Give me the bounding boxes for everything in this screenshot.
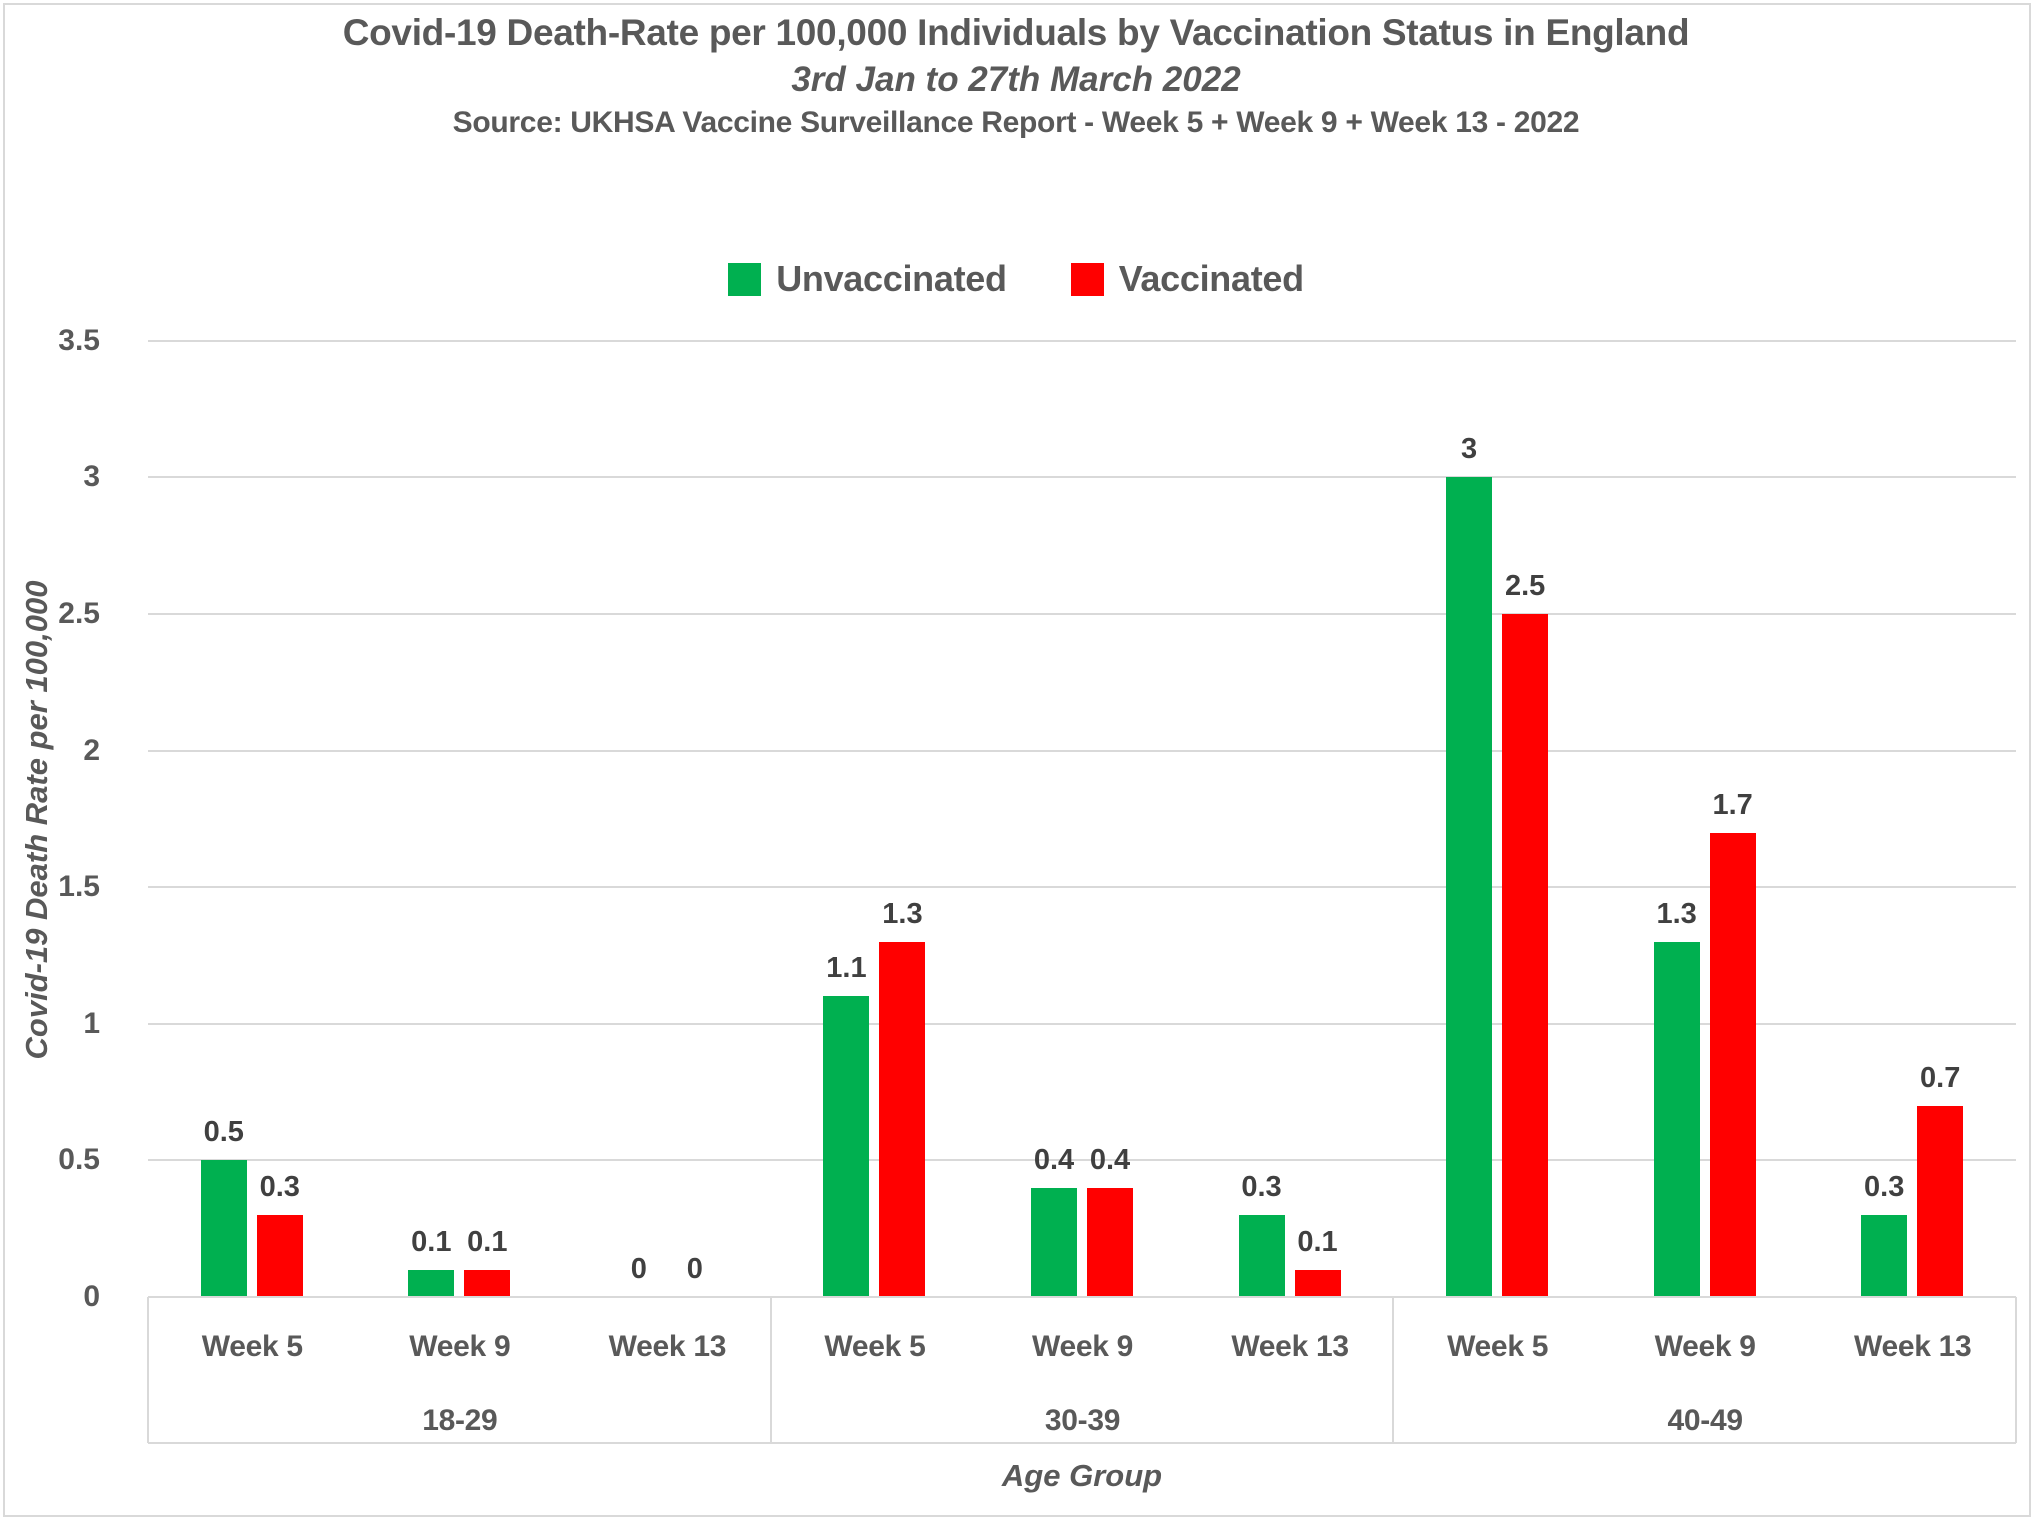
gridline-3 [148, 476, 2016, 479]
y-tick-label-1.5: 1.5 [58, 870, 100, 904]
y-tick-label-3: 3 [83, 460, 100, 494]
bar-unvaccinated-30-39-week5[interactable] [823, 996, 870, 1297]
week-tick-label: Week 5 [1447, 1330, 1549, 1363]
age-group-tick-label: 18-29 [422, 1404, 498, 1437]
bar-unvaccinated-18-29-week9[interactable] [408, 1269, 455, 1297]
chart-title: Covid-19 Death-Rate per 100,000 Individu… [342, 12, 1690, 53]
data-label-unvaccinated-40-49-week13: 0.3 [1864, 1171, 1905, 1204]
week-tick-label: Week 13 [1231, 1330, 1349, 1363]
bar-unvaccinated-30-39-week13[interactable] [1238, 1215, 1285, 1297]
gridline-2 [148, 749, 2016, 752]
age-group-tick-label: 30-39 [1044, 1404, 1121, 1437]
chart-source-note: Source: UKHSA Vaccine Surveillance Repor… [452, 106, 1580, 139]
bar-vaccinated-18-29-week9[interactable] [464, 1269, 511, 1297]
y-tick-label-2: 2 [83, 733, 100, 767]
bar-vaccinated-40-49-week9[interactable] [1709, 832, 1756, 1297]
data-label-unvaccinated-18-29-week13: 0 [630, 1253, 647, 1285]
bar-unvaccinated-40-49-week9[interactable] [1653, 941, 1700, 1297]
y-tick-label-0: 0 [83, 1280, 100, 1313]
x-axis-title: Age Group [1001, 1458, 1163, 1493]
bar-unvaccinated-40-49-week5[interactable] [1446, 477, 1493, 1297]
y-tick-label-2.5: 2.5 [58, 597, 100, 630]
week-tick-label: Week 9 [1031, 1330, 1134, 1363]
gridline-1 [148, 1022, 2016, 1025]
bar-unvaccinated-40-49-week13[interactable] [1861, 1215, 1908, 1297]
gridline-0.5 [148, 1159, 2016, 1162]
data-label-vaccinated-18-29-week5: 0.3 [259, 1171, 300, 1204]
week-tick-label: Week 13 [608, 1330, 727, 1363]
week-tick-label: Week 5 [824, 1330, 926, 1363]
data-label-vaccinated-18-29-week13: 0 [686, 1253, 703, 1285]
bar-vaccinated-18-29-week5[interactable] [256, 1215, 303, 1297]
bar-unvaccinated-18-29-week5[interactable] [200, 1160, 247, 1297]
bar-vaccinated-30-39-week9[interactable] [1087, 1187, 1133, 1297]
bar-vaccinated-40-49-week13[interactable] [1917, 1105, 1964, 1297]
data-label-vaccinated-40-49-week9: 1.7 [1712, 788, 1753, 821]
week-tick-label: Week 5 [201, 1330, 303, 1363]
week-tick-label: Week 9 [1654, 1330, 1756, 1363]
age-group-tick-label: 40-49 [1667, 1404, 1744, 1437]
legend-item-unvaccinated[interactable]: Unvaccinated [728, 258, 1007, 300]
data-label-unvaccinated-40-49-week5: 3 [1461, 433, 1478, 466]
legend: Unvaccinated Vaccinated [0, 258, 2032, 300]
data-label-vaccinated-30-39-week13: 0.1 [1297, 1225, 1338, 1258]
data-label-unvaccinated-18-29-week5: 0.5 [203, 1116, 244, 1149]
week-tick-label: Week 9 [409, 1330, 511, 1363]
category-separator-line [769, 1297, 772, 1443]
gridline-1.5 [148, 886, 2016, 889]
y-axis-title: Covid-19 Death Rate per 100,000 [19, 580, 54, 1060]
category-separator-line [1392, 1297, 1395, 1443]
y-tick-label-1: 1 [83, 1006, 100, 1040]
bar-vaccinated-30-39-week5[interactable] [879, 941, 926, 1297]
data-label-unvaccinated-30-39-week13: 0.3 [1241, 1171, 1282, 1204]
category-separator-line [2015, 1297, 2017, 1443]
data-label-vaccinated-30-39-week9: 0.4 [1089, 1143, 1131, 1176]
x-axis-line [148, 1296, 2016, 1298]
bar-vaccinated-30-39-week13[interactable] [1294, 1269, 1341, 1297]
category-separator-line [147, 1297, 149, 1443]
data-label-vaccinated-40-49-week5: 2.5 [1504, 570, 1546, 602]
y-tick-label-0.5: 0.5 [58, 1143, 100, 1177]
category-box-bottom-line [148, 1442, 2016, 1444]
vaccinated-swatch-icon [1070, 262, 1104, 296]
data-label-unvaccinated-18-29-week9: 0.1 [411, 1225, 452, 1258]
bar-unvaccinated-30-39-week9[interactable] [1031, 1187, 1077, 1297]
data-label-unvaccinated-30-39-week9: 0.4 [1033, 1143, 1075, 1176]
data-label-vaccinated-40-49-week13: 0.7 [1920, 1061, 1961, 1094]
week-tick-label: Week 13 [1854, 1330, 1972, 1363]
data-label-unvaccinated-40-49-week9: 1.3 [1656, 897, 1697, 930]
bar-vaccinated-40-49-week5[interactable] [1502, 614, 1549, 1297]
unvaccinated-swatch-icon [728, 262, 762, 296]
chart-subtitle: 3rd Jan to 27th March 2022 [791, 60, 1241, 99]
legend-item-vaccinated[interactable]: Vaccinated [1070, 258, 1304, 300]
data-label-unvaccinated-30-39-week5: 1.1 [826, 952, 867, 985]
y-tick-label-3.5: 3.5 [58, 323, 100, 357]
gridline-3.5 [148, 339, 2016, 342]
data-label-vaccinated-30-39-week5: 1.3 [882, 897, 923, 930]
legend-label-vaccinated: Vaccinated [1118, 258, 1304, 299]
gridline-2.5 [148, 613, 2016, 615]
legend-label-unvaccinated: Unvaccinated [776, 258, 1007, 299]
data-label-vaccinated-18-29-week9: 0.1 [467, 1225, 508, 1258]
